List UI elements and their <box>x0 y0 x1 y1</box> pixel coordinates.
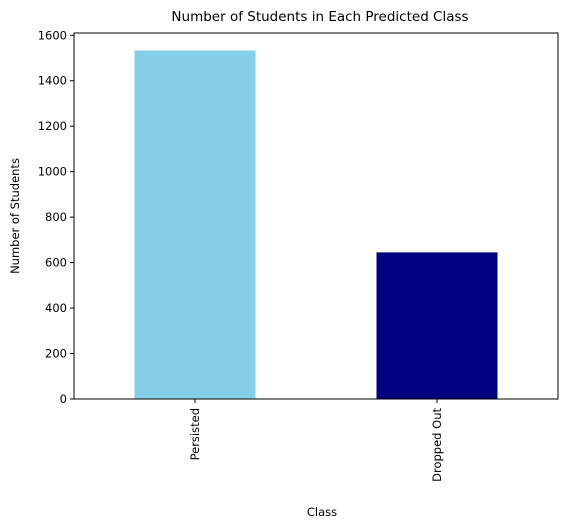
plot-frame <box>73 32 559 400</box>
x-tick-label: Persisted <box>188 408 202 460</box>
y-tick-label: 400 <box>45 301 67 315</box>
bar-persisted <box>134 50 256 399</box>
y-tick-label: 1400 <box>38 74 67 88</box>
x-tick-label: Dropped Out <box>430 408 444 482</box>
chart-title: Number of Students in Each Predicted Cla… <box>171 9 468 25</box>
y-tick-label: 800 <box>45 210 67 224</box>
bar-dropped-out <box>376 252 498 399</box>
y-tick-label: 0 <box>60 392 67 406</box>
y-tick-label: 1000 <box>38 165 67 179</box>
y-tick-label: 1600 <box>38 28 67 42</box>
x-axis-label: Class <box>307 505 337 519</box>
y-tick-label: 200 <box>45 347 67 361</box>
y-tick-label: 600 <box>45 256 67 270</box>
x-axis-ticks: Persisted Dropped Out <box>188 399 444 482</box>
y-tick-label: 1200 <box>38 119 67 133</box>
y-axis-label: Number of Students <box>8 158 22 274</box>
y-axis-ticks: 0 200 400 600 800 1000 1200 1400 1600 <box>38 28 74 406</box>
bars-group <box>134 50 498 399</box>
